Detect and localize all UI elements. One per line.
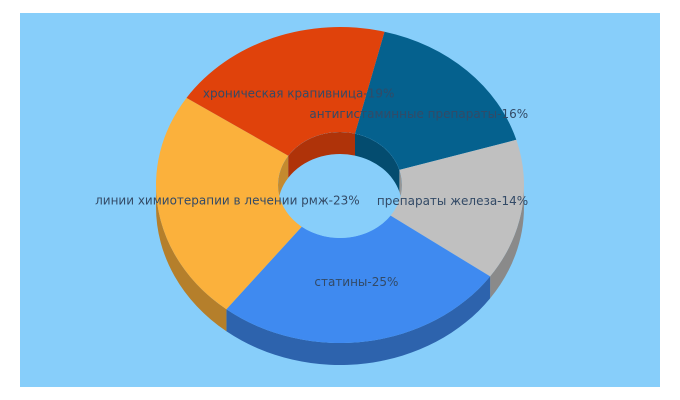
slice-label-2: статины-25%	[314, 275, 398, 289]
slice-inner-wall-0-0	[354, 133, 400, 192]
slice-label-4: хроническая крапивница-19%	[203, 87, 395, 101]
slices-top	[155, 27, 524, 343]
slices-depth	[156, 185, 524, 366]
slice-label-1: препараты железа-14%	[377, 194, 528, 208]
slice-side-1-0	[490, 185, 524, 299]
slice-inner-wall-4-0	[288, 132, 355, 178]
donut-chart: антигистаминные препараты-16% препараты ж…	[95, 27, 528, 366]
slice-3[interactable]	[155, 97, 302, 310]
slice-label-3: линии химиотерапии в лечении рмж-23%	[95, 194, 360, 208]
donut-hole	[278, 132, 402, 238]
slice-labels: антигистаминные препараты-16% препараты ж…	[95, 87, 528, 289]
slice-inner-wall-3-0	[278, 155, 289, 207]
chart-panel: антигистаминные препараты-16% препараты ж…	[20, 13, 660, 387]
slice-side-2-0	[226, 276, 491, 366]
slice-side-3-0	[156, 185, 227, 332]
slice-1[interactable]	[390, 139, 524, 277]
slice-2[interactable]	[226, 215, 491, 343]
slice-label-0: антигистаминные препараты-16%	[309, 107, 528, 121]
slice-4[interactable]	[186, 27, 385, 156]
slice-0[interactable]	[354, 31, 517, 170]
